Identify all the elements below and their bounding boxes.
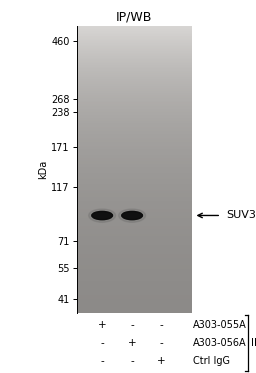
Text: SUV3: SUV3 <box>226 210 256 220</box>
Text: -: - <box>100 356 104 366</box>
Text: +: + <box>128 338 136 348</box>
Text: +: + <box>98 320 106 330</box>
Ellipse shape <box>89 209 116 222</box>
Text: -: - <box>159 338 163 348</box>
Text: -: - <box>130 320 134 330</box>
Text: A303-056A: A303-056A <box>193 338 247 348</box>
Y-axis label: kDa: kDa <box>39 160 49 179</box>
Text: Ctrl IgG: Ctrl IgG <box>193 356 230 366</box>
Text: -: - <box>130 356 134 366</box>
Title: IP/WB: IP/WB <box>116 10 153 23</box>
Ellipse shape <box>122 211 142 220</box>
Text: A303-055A: A303-055A <box>193 320 247 330</box>
Text: -: - <box>159 320 163 330</box>
Ellipse shape <box>92 211 113 220</box>
Text: IP: IP <box>251 338 256 348</box>
Text: +: + <box>157 356 165 366</box>
Ellipse shape <box>119 209 146 222</box>
Text: -: - <box>100 338 104 348</box>
